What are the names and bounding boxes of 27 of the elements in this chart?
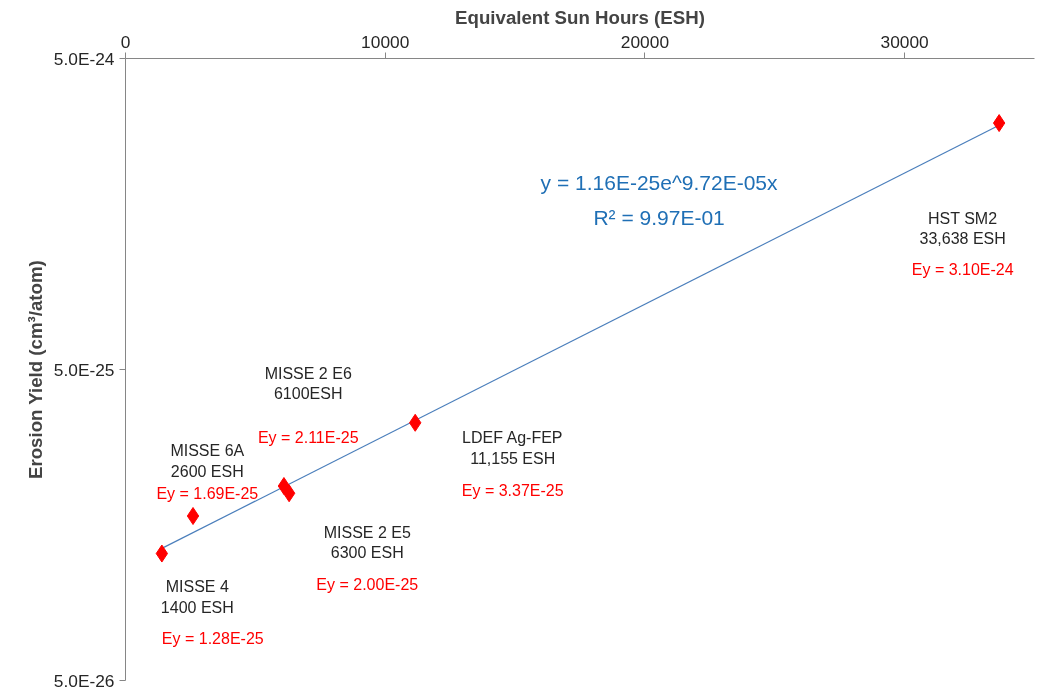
point bbox=[992, 114, 1006, 133]
annotation: R² = 9.97E-01 bbox=[593, 206, 725, 230]
x-axis-title: Equivalent Sun Hours (ESH) bbox=[455, 6, 705, 28]
point bbox=[186, 507, 200, 526]
point bbox=[282, 484, 296, 503]
annotation: MISSE 4 1400 ESH bbox=[160, 578, 234, 616]
annotation: LDEF Ag-FEP 11,155 ESH bbox=[462, 429, 563, 467]
annotation: MISSE 2 E6 6100ESH bbox=[264, 365, 352, 403]
x-tick-label: 20000 bbox=[620, 31, 670, 52]
x-tick-label: 30000 bbox=[880, 31, 929, 52]
annotation: Ey = 3.10E-24 bbox=[911, 261, 1014, 279]
y-tick-label: 5.0E-24 bbox=[53, 48, 115, 69]
annotation: y = 1.16E-25e^9.72E-05x bbox=[540, 171, 779, 195]
annotation: Ey = 1.28E-25 bbox=[161, 629, 264, 647]
x-tick-label: 10000 bbox=[361, 31, 410, 52]
x-tick-label: 0 bbox=[120, 31, 131, 52]
point bbox=[155, 544, 169, 563]
annotation: Ey = 1.69E-25 bbox=[156, 485, 259, 503]
annotation: MISSE 6A 2600 ESH bbox=[170, 442, 245, 480]
annotation: Ey = 3.37E-25 bbox=[461, 481, 564, 499]
annotation: MISSE 2 E5 6300 ESH bbox=[323, 523, 411, 562]
y-tick-label: 5.0E-25 bbox=[53, 359, 115, 380]
y-tick-label: 5.0E-26 bbox=[53, 670, 115, 691]
annotation: Ey = 2.11E-25 bbox=[257, 429, 359, 447]
annotation: Ey = 2.00E-25 bbox=[316, 575, 419, 593]
y-axis-title: Erosion Yield (cm³/atom) bbox=[24, 260, 46, 480]
annotation: HST SM2 33,638 ESH bbox=[919, 209, 1006, 248]
